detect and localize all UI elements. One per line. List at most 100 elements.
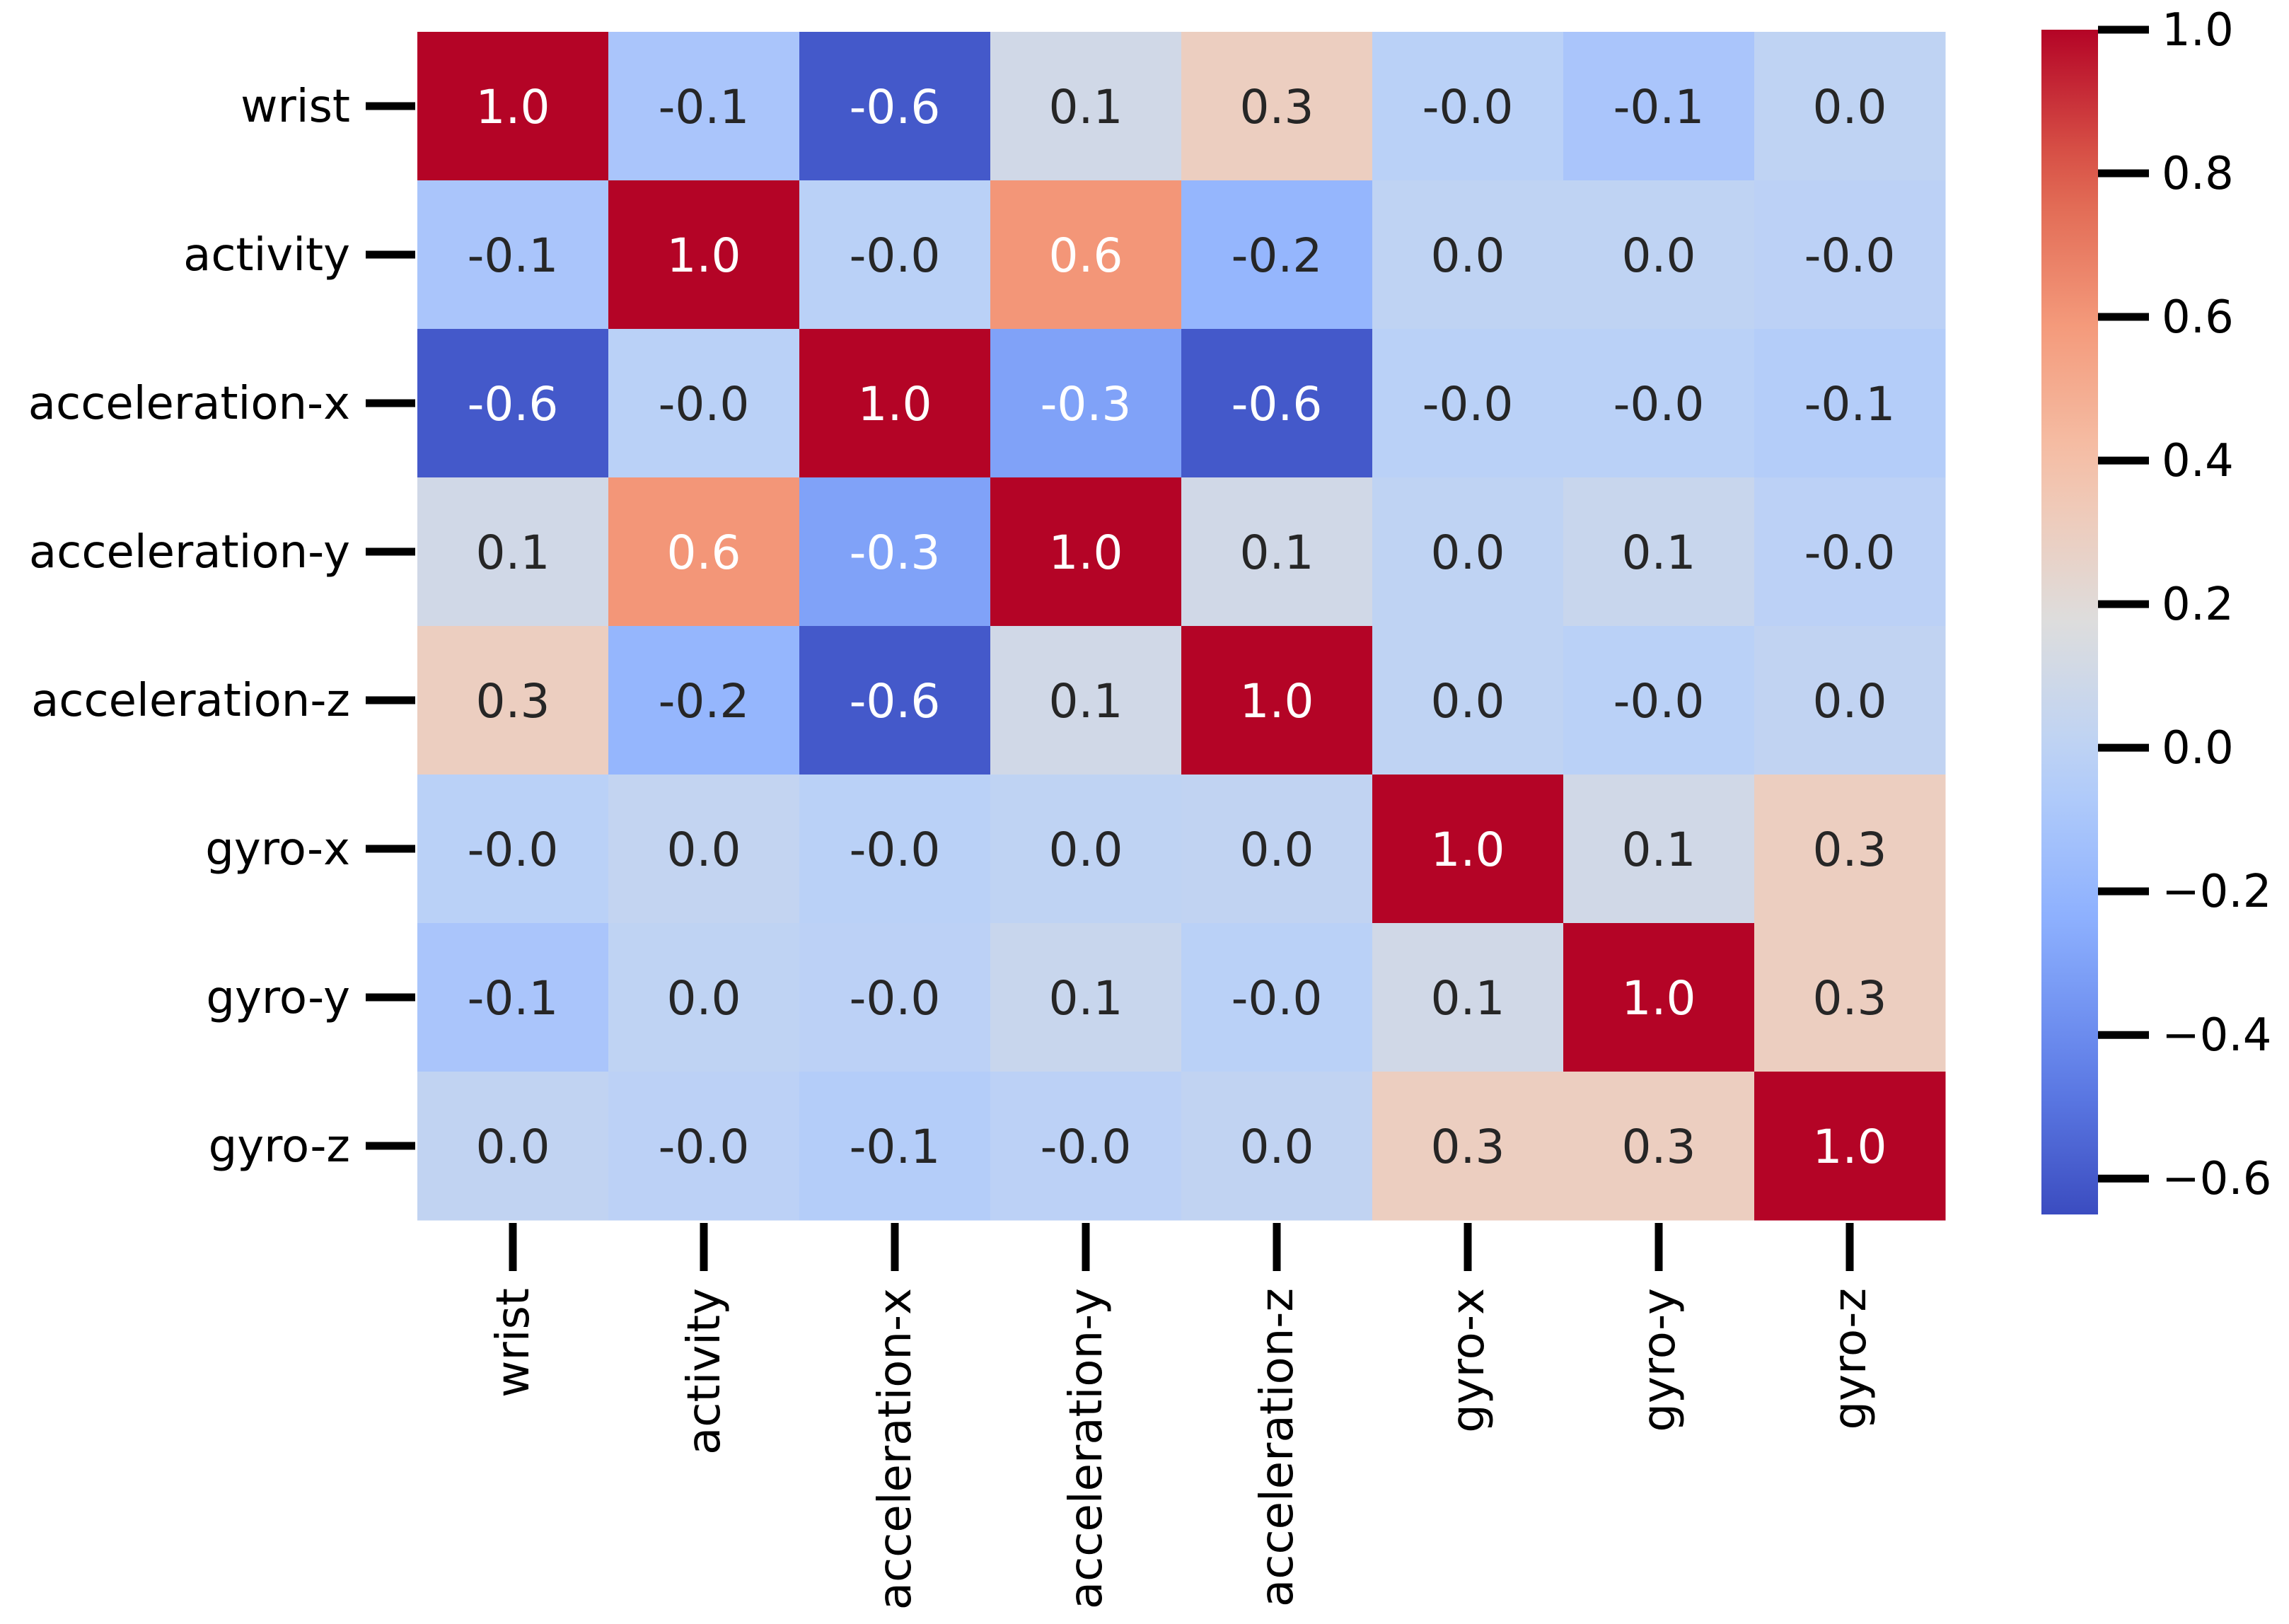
cell-annotation: 0.0 — [667, 823, 741, 877]
heatmap-cell — [1372, 477, 1564, 627]
heatmap-cell — [1372, 923, 1564, 1072]
cell-annotation: -0.0 — [850, 228, 941, 283]
x-axis: wrist activity acceleration-x acceleration-… — [487, 1223, 1877, 1610]
heatmap-cell — [417, 775, 609, 924]
cell-annotation: -0.0 — [1613, 674, 1705, 729]
cell-annotation: -0.6 — [850, 674, 941, 729]
heatmap-cell — [608, 775, 800, 924]
cell-annotation: 0.0 — [476, 1120, 550, 1174]
heatmap-cell — [417, 180, 609, 330]
cell-annotation: -0.0 — [850, 971, 941, 1026]
cell-annotation: 0.0 — [1431, 674, 1505, 729]
cell-annotation: -0.1 — [468, 971, 559, 1026]
heatmap-cell — [1754, 626, 1946, 775]
cell-annotation: -0.0 — [659, 377, 750, 431]
heatmap-cell — [608, 477, 800, 627]
heatmap-cells — [417, 32, 1946, 1221]
cell-annotation: 1.0 — [1049, 526, 1123, 580]
heatmap-cell — [1754, 329, 1946, 478]
heatmap-cell — [990, 923, 1182, 1072]
y-tick-label: acceleration-x — [28, 378, 350, 430]
cell-annotation: 0.0 — [667, 971, 741, 1026]
heatmap-cell — [1563, 477, 1755, 627]
x-tick-label: acceleration-x — [869, 1288, 922, 1610]
heatmap-cell — [1372, 626, 1564, 775]
heatmap-cell — [1754, 180, 1946, 330]
heatmap-cell — [1754, 923, 1946, 1072]
x-tick-label: acceleration-y — [1060, 1288, 1113, 1609]
heatmap-cell — [990, 626, 1182, 775]
cell-annotation: 0.0 — [1813, 80, 1887, 134]
cell-annotation: 0.1 — [1049, 80, 1123, 134]
heatmap-cell — [1563, 329, 1755, 478]
cell-annotation: -0.1 — [1804, 377, 1896, 431]
heatmap-cell — [417, 329, 609, 478]
cell-annotation: 0.1 — [1431, 971, 1505, 1026]
cell-annotation: -0.3 — [850, 526, 941, 580]
cell-annotation: -0.6 — [850, 80, 941, 134]
colorbar-tick-label: 0.4 — [2162, 435, 2234, 487]
x-tick-label: wrist — [487, 1288, 540, 1398]
cell-annotation: -0.1 — [1613, 80, 1705, 134]
cell-annotation: -0.1 — [468, 228, 559, 283]
colorbar-tick-label: 0.6 — [2162, 291, 2234, 344]
cell-annotation: 0.1 — [1622, 823, 1696, 877]
heatmap-cell — [990, 775, 1182, 924]
heatmap-cell — [990, 477, 1182, 627]
heatmap-cell — [799, 329, 991, 478]
y-tick-label: gyro-x — [205, 823, 350, 876]
cell-annotation: 0.0 — [1431, 228, 1505, 283]
cell-annotation: -0.0 — [1804, 526, 1896, 580]
heatmap-cell — [1181, 32, 1373, 181]
x-tick-label: gyro-y — [1633, 1288, 1686, 1432]
cell-annotation: 0.6 — [667, 526, 741, 580]
heatmap-cell — [1181, 477, 1373, 627]
heatmap-cell — [1754, 32, 1946, 181]
cell-annotation: 0.0 — [1431, 526, 1505, 580]
cell-annotation: 0.1 — [1240, 526, 1314, 580]
cell-annotation: 0.3 — [476, 674, 550, 729]
heatmap-cell — [990, 180, 1182, 330]
heatmap-cell — [1372, 32, 1564, 181]
cell-annotation: -0.2 — [1232, 228, 1323, 283]
x-tick-label: gyro-z — [1824, 1288, 1877, 1429]
cell-annotation: 0.0 — [1813, 674, 1887, 729]
cell-annotation: 0.3 — [1622, 1120, 1696, 1174]
y-tick-label: acceleration-y — [29, 526, 350, 579]
heatmap-cell — [799, 32, 991, 181]
cell-annotation: -0.0 — [1422, 80, 1514, 134]
cell-annotation: -0.0 — [468, 823, 559, 877]
heatmap-cell — [1181, 626, 1373, 775]
colorbar-gradient — [2041, 30, 2098, 1214]
colorbar-tick-label: 0.8 — [2162, 148, 2234, 200]
heatmap-cell — [1181, 775, 1373, 924]
heatmap-cell — [990, 1072, 1182, 1221]
heatmap-cell — [417, 32, 609, 181]
colorbar-tick-label: 1.0 — [2162, 4, 2234, 57]
heatmap-cell — [1754, 1072, 1946, 1221]
heatmap-cell — [990, 32, 1182, 181]
cell-annotation: -0.0 — [659, 1120, 750, 1174]
heatmap-cell — [1181, 923, 1373, 1072]
cell-annotation: 0.3 — [1240, 80, 1314, 134]
cell-annotation: 0.6 — [1049, 228, 1123, 283]
x-tick-label: acceleration-z — [1251, 1288, 1304, 1607]
cell-annotation: 0.1 — [1049, 971, 1123, 1026]
heatmap-cell — [417, 477, 609, 627]
cell-annotation: 1.0 — [476, 80, 550, 134]
heatmap-cell — [1372, 1072, 1564, 1221]
heatmap-cell — [1181, 1072, 1373, 1221]
heatmap-cell — [1563, 775, 1755, 924]
heatmap-cell — [1563, 180, 1755, 330]
heatmap-cell — [990, 329, 1182, 478]
cell-annotation: 1.0 — [1622, 971, 1696, 1026]
cell-annotation: 1.0 — [1431, 823, 1505, 877]
heatmap-cell — [1754, 775, 1946, 924]
cell-annotation: 0.0 — [1049, 823, 1123, 877]
cell-annotation: 0.0 — [1240, 1120, 1314, 1174]
cell-annotations: 1.0 -0.1 -0.6 0.1 0.3 -0.0 -0.1 0.0 -0.1 1.0 -0.0 0… — [468, 80, 1896, 1174]
cell-annotation: -0.0 — [1422, 377, 1514, 431]
heatmap-cell — [1563, 626, 1755, 775]
x-tick-label: activity — [678, 1288, 731, 1455]
